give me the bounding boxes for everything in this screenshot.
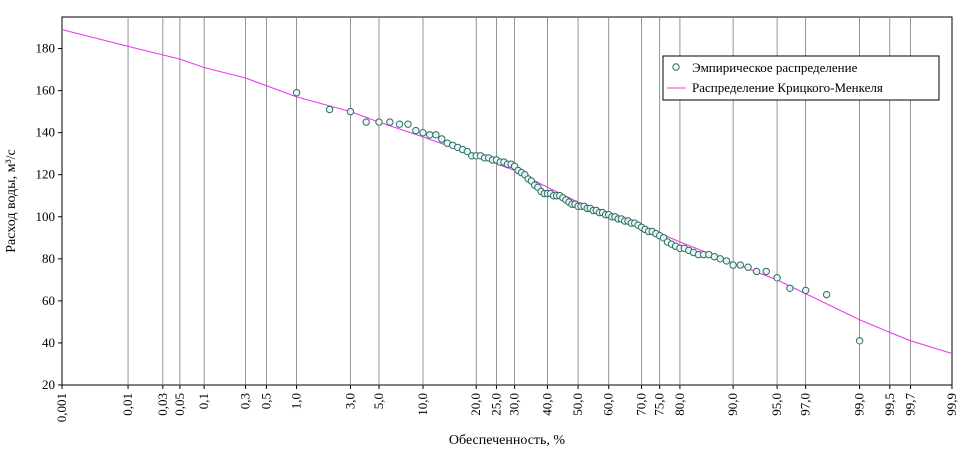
data-point [362, 118, 370, 126]
y-tick-label: 140 [36, 125, 56, 140]
y-tick-label: 180 [36, 41, 56, 56]
data-point [744, 263, 752, 271]
legend-label-empirical: Эмпирическое распределение [692, 60, 858, 75]
data-point [438, 135, 446, 143]
data-point [773, 274, 781, 282]
x-tick-label: 60,0 [601, 393, 616, 416]
data-point [752, 267, 761, 276]
x-tick-label: 3,0 [342, 393, 357, 409]
data-point [346, 107, 355, 116]
data-point [822, 290, 831, 299]
x-tick-label: 0,001 [54, 393, 69, 422]
x-tick-label: 99,7 [903, 393, 918, 416]
data-point [426, 131, 434, 139]
data-point [736, 261, 744, 269]
data-point [802, 286, 810, 295]
x-tick-label: 99,5 [882, 393, 897, 416]
legend-marker-empirical [672, 63, 680, 71]
y-tick-label: 40 [42, 335, 55, 350]
x-tick-label: 70,0 [634, 393, 649, 416]
data-point [432, 131, 440, 139]
data-point [722, 257, 731, 265]
data-point [325, 105, 334, 114]
data-point [855, 337, 864, 345]
x-tick-label: 10,0 [415, 393, 430, 416]
data-point [729, 261, 737, 269]
x-tick-label: 5,0 [371, 393, 386, 409]
data-point [786, 284, 794, 292]
x-tick-label: 95,0 [769, 393, 784, 416]
data-point [762, 267, 770, 276]
x-tick-label: 90,0 [725, 393, 740, 416]
x-tick-label: 50,0 [570, 393, 585, 416]
y-tick-label: 60 [42, 293, 55, 308]
x-tick-label: 75,0 [652, 393, 667, 416]
y-tick-label: 20 [42, 377, 55, 392]
data-point [375, 118, 383, 126]
y-tick-label: 120 [36, 167, 56, 182]
data-point [716, 255, 724, 263]
y-tick-label: 80 [42, 251, 55, 266]
data-point [395, 120, 404, 128]
x-tick-label: 0,01 [120, 393, 135, 416]
x-tick-label: 0,3 [238, 393, 253, 409]
x-tick-label: 0,1 [196, 393, 211, 409]
y-axis-ticks: 20 40 60 80 100 120 140 160 180 [36, 41, 62, 392]
y-tick-label: 100 [36, 209, 56, 224]
data-point [463, 147, 471, 156]
legend-box [662, 55, 940, 101]
data-point [412, 126, 420, 135]
x-tick-label: 25,0 [488, 393, 503, 416]
data-point [292, 89, 301, 97]
x-tick-label: 97,0 [798, 393, 813, 416]
x-tick-label: 40,0 [539, 393, 554, 416]
x-axis-title: Обеспеченность, % [449, 433, 565, 448]
x-tick-label: 0,05 [172, 393, 187, 416]
x-tick-label: 0,03 [155, 393, 170, 416]
x-tick-label: 80,0 [672, 393, 687, 416]
y-tick-label: 160 [36, 83, 56, 98]
x-axis-ticks: 0,001 0,01 0,03 0,05 0,1 0,3 0,5 1,0 3,0 5,0 10,0 2… [54, 385, 959, 422]
data-point [419, 129, 427, 137]
x-tick-label: 20,0 [468, 393, 483, 416]
legend-label-curve: Распределение Крицкого-Менкеля [692, 80, 883, 95]
data-point [386, 118, 394, 126]
data-point [404, 120, 412, 128]
x-tick-label: 99,0 [852, 393, 867, 416]
empirical-series [292, 89, 864, 345]
x-tick-label: 30,0 [507, 393, 522, 416]
x-tick-label: 1,0 [289, 393, 304, 409]
y-axis-title: Расход воды, м³/с [4, 149, 19, 253]
legend: Эмпирическое распределение Распределение… [662, 55, 940, 101]
x-tick-label: 99,9 [944, 393, 959, 416]
x-tick-label: 0,5 [258, 393, 273, 409]
